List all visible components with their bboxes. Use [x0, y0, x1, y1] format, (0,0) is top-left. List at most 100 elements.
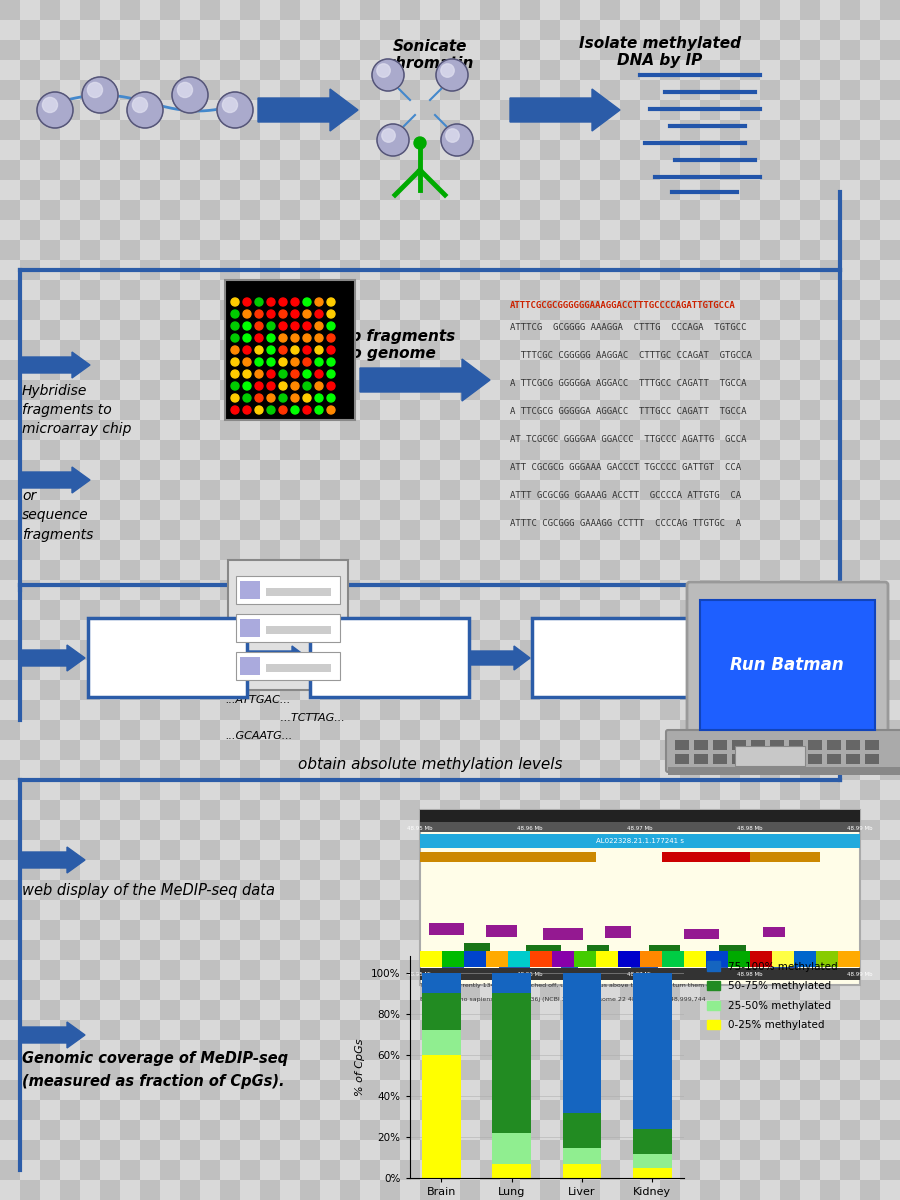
Bar — [200, 400, 220, 420]
Text: Run Batman: Run Batman — [730, 656, 844, 674]
Bar — [760, 680, 780, 700]
Bar — [660, 1100, 680, 1120]
Bar — [440, 940, 460, 960]
Bar — [280, 620, 300, 640]
Bar — [508, 852, 574, 862]
Bar — [620, 520, 640, 540]
Bar — [700, 740, 720, 760]
Bar — [320, 280, 340, 300]
Bar — [100, 720, 120, 740]
Bar — [300, 1020, 320, 1040]
Bar — [220, 640, 240, 660]
Bar — [160, 1120, 180, 1140]
Bar — [820, 820, 840, 840]
Bar — [760, 820, 780, 840]
Bar — [480, 1000, 500, 1020]
Bar — [40, 520, 60, 540]
Bar — [160, 520, 180, 540]
Bar — [760, 80, 780, 100]
Bar — [360, 1120, 380, 1140]
Bar — [520, 240, 540, 260]
Bar — [160, 420, 180, 440]
Circle shape — [231, 322, 239, 330]
Text: 48.98 Mb: 48.98 Mb — [737, 826, 763, 830]
Bar — [200, 100, 220, 120]
Bar — [680, 440, 700, 460]
Bar — [320, 120, 340, 140]
Bar — [380, 220, 400, 240]
Bar — [740, 540, 760, 560]
Bar — [580, 760, 600, 780]
Bar — [660, 680, 680, 700]
Bar — [160, 580, 180, 600]
Bar — [180, 620, 200, 640]
Bar — [320, 900, 340, 920]
Bar — [160, 380, 180, 400]
Bar — [480, 80, 500, 100]
Bar — [480, 840, 500, 860]
Bar — [340, 600, 360, 620]
Bar — [220, 680, 240, 700]
Circle shape — [291, 298, 299, 306]
Bar — [820, 100, 840, 120]
Bar — [800, 920, 820, 940]
Bar — [400, 1180, 420, 1200]
Bar — [340, 460, 360, 480]
Bar — [680, 620, 700, 640]
Bar — [640, 360, 660, 380]
Bar — [180, 1020, 200, 1040]
Bar — [480, 1040, 500, 1060]
Bar — [820, 640, 840, 660]
Bar — [840, 40, 860, 60]
Bar — [380, 360, 400, 380]
Bar — [400, 800, 420, 820]
Bar — [480, 200, 500, 220]
Circle shape — [267, 370, 275, 378]
Bar — [140, 1140, 160, 1160]
Bar — [560, 320, 580, 340]
Bar — [780, 420, 800, 440]
Bar — [200, 300, 220, 320]
Bar — [200, 280, 220, 300]
Bar — [800, 180, 820, 200]
Bar — [0, 760, 20, 780]
Bar — [380, 260, 400, 280]
Bar — [500, 520, 520, 540]
Bar — [680, 900, 700, 920]
Bar — [800, 1080, 820, 1100]
Bar — [440, 760, 460, 780]
FancyBboxPatch shape — [88, 618, 247, 697]
Circle shape — [372, 59, 404, 91]
Bar — [820, 320, 840, 340]
Bar — [40, 360, 60, 380]
Bar — [380, 160, 400, 180]
Bar — [380, 540, 400, 560]
Bar — [600, 80, 620, 100]
Bar — [280, 400, 300, 420]
Legend: 75-100% methylated, 50-75% methylated, 25-50% methylated, 0-25% methylated: 75-100% methylated, 50-75% methylated, 2… — [703, 958, 842, 1034]
Bar — [280, 760, 300, 780]
Bar — [865, 740, 879, 750]
Bar — [800, 660, 820, 680]
Bar — [720, 880, 740, 900]
Bar — [140, 1080, 160, 1100]
Circle shape — [37, 92, 73, 128]
Bar — [500, 1020, 520, 1040]
Bar — [240, 160, 260, 180]
Bar — [420, 20, 440, 40]
Bar — [640, 380, 660, 400]
Bar — [200, 640, 220, 660]
Bar — [740, 1100, 760, 1120]
Bar — [440, 180, 460, 200]
Bar — [660, 1140, 680, 1160]
Bar — [620, 1020, 640, 1040]
Bar — [220, 520, 240, 540]
Bar — [420, 0, 440, 20]
Bar — [140, 800, 160, 820]
Circle shape — [219, 94, 252, 126]
Bar — [520, 1160, 540, 1180]
Bar — [340, 1080, 360, 1100]
Bar — [740, 960, 760, 980]
Bar — [580, 280, 600, 300]
Bar — [760, 980, 780, 1000]
